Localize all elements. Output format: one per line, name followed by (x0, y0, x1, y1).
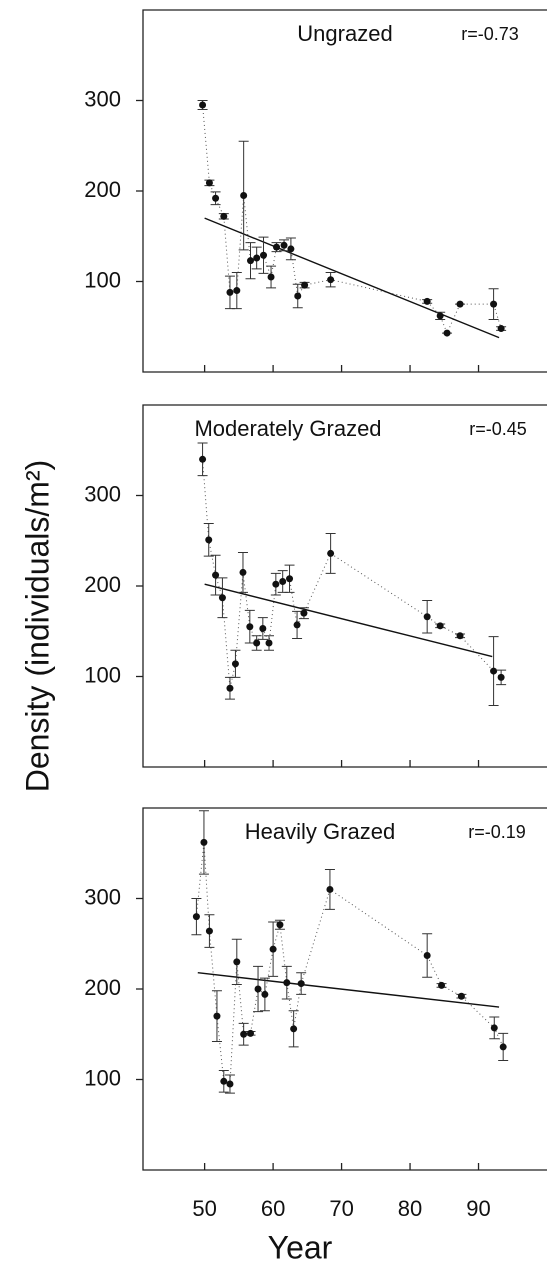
point (293, 621, 301, 629)
x-axis-label: Year (268, 1229, 333, 1265)
point (253, 254, 261, 262)
point (436, 312, 444, 320)
point (259, 625, 267, 633)
annotation: r=-0.73 (461, 24, 519, 44)
point (226, 1080, 234, 1088)
point (233, 287, 241, 295)
point (253, 639, 261, 647)
x-tick-label: 90 (466, 1196, 490, 1221)
point (438, 981, 446, 989)
point (423, 952, 431, 960)
point (497, 325, 505, 333)
point (212, 571, 220, 579)
point (220, 1077, 228, 1085)
y-tick-label: 100 (84, 267, 121, 292)
point (279, 577, 287, 585)
point (199, 101, 207, 109)
point (233, 958, 241, 966)
point (436, 622, 444, 630)
connector (195, 842, 504, 1085)
x-tick-label: 80 (398, 1196, 422, 1221)
point (205, 179, 213, 187)
point (490, 300, 498, 308)
point (267, 273, 275, 281)
point (297, 980, 305, 988)
y-tick-label: 100 (84, 662, 121, 687)
panel-title: Ungrazed (297, 21, 392, 46)
point (326, 885, 334, 893)
panel-frame (142, 9, 547, 373)
point (265, 639, 273, 647)
point (226, 288, 234, 296)
point (423, 297, 431, 305)
point (218, 594, 226, 602)
y-tick-label: 200 (84, 177, 121, 202)
point (327, 276, 335, 284)
point (290, 1025, 298, 1033)
point (443, 329, 451, 337)
connector (202, 104, 502, 335)
point (269, 945, 277, 953)
y-tick-label: 200 (84, 572, 121, 597)
point (456, 632, 464, 640)
x-tick-label: 60 (261, 1196, 285, 1221)
point (220, 212, 228, 220)
annotation: r=-0.19 (468, 822, 526, 842)
point (247, 1029, 255, 1037)
point (254, 985, 262, 993)
point (497, 673, 505, 681)
x-tick-label: 50 (192, 1196, 216, 1221)
point (246, 623, 254, 631)
point (283, 979, 291, 987)
fit-line (204, 217, 500, 339)
point (200, 838, 208, 846)
annotation: r=-0.45 (469, 419, 527, 439)
point (240, 1030, 248, 1038)
point (205, 536, 213, 544)
point (247, 257, 255, 265)
point (273, 243, 281, 251)
point (287, 245, 295, 253)
y-tick-label: 300 (84, 86, 121, 111)
point (231, 660, 239, 668)
point (272, 580, 280, 588)
point (300, 609, 308, 617)
point (327, 549, 335, 557)
point (240, 192, 248, 200)
y-tick-label: 300 (84, 884, 121, 909)
point (212, 194, 220, 202)
y-tick-label: 200 (84, 975, 121, 1000)
point (286, 575, 294, 583)
point (192, 913, 200, 921)
point (239, 568, 247, 576)
panel-title: Moderately Grazed (194, 416, 381, 441)
point (261, 990, 269, 998)
y-tick-label: 300 (84, 481, 121, 506)
connector (202, 459, 502, 689)
point (456, 300, 464, 308)
point (490, 1024, 498, 1032)
point (301, 281, 309, 289)
point (294, 292, 302, 300)
point (226, 684, 234, 692)
fit-line (197, 972, 500, 1008)
point (280, 241, 288, 249)
panel-title: Heavily Grazed (245, 819, 395, 844)
point (205, 927, 213, 935)
point (457, 992, 465, 1000)
point (199, 455, 207, 463)
point (499, 1043, 507, 1051)
y-tick-label: 100 (84, 1065, 121, 1090)
point (490, 667, 498, 675)
x-tick-label: 70 (329, 1196, 353, 1221)
point (213, 1012, 221, 1020)
point (423, 613, 431, 621)
fit-line (204, 583, 493, 658)
y-axis-label: Density (individuals/m²) (19, 460, 55, 793)
point (260, 251, 268, 259)
point (276, 921, 284, 929)
